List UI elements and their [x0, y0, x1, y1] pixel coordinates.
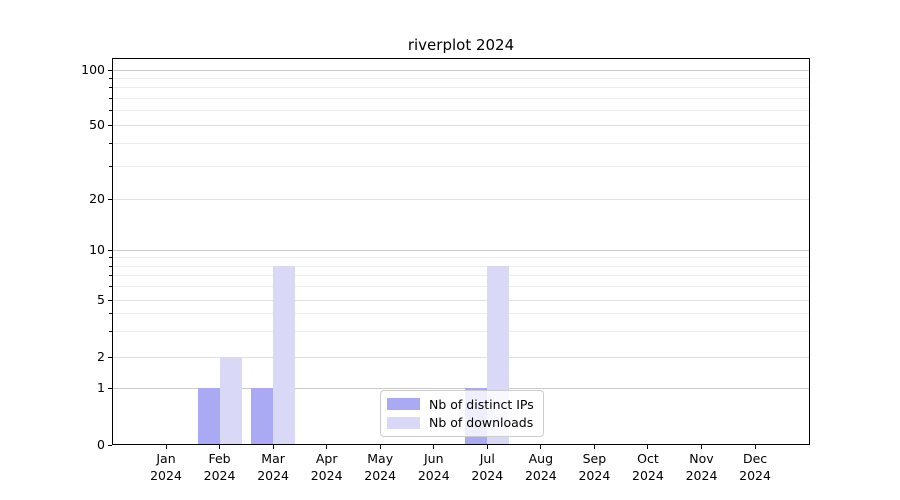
y-minor-tick — [109, 257, 112, 258]
grid-minor-line — [112, 313, 810, 314]
bar-downloads — [219, 357, 242, 445]
legend-swatch-downloads — [387, 416, 420, 429]
x-tick — [701, 445, 702, 449]
y-tick-label: 1 — [97, 380, 105, 395]
grid-minor-line — [112, 87, 810, 88]
legend-item-distinct-ips: Nb of distinct IPs — [387, 397, 537, 412]
x-tick — [379, 445, 381, 449]
x-tick-label: Mar 2024 — [257, 451, 289, 483]
grid-major-line — [112, 199, 810, 200]
x-tick-label: Nov 2024 — [685, 451, 718, 483]
x-tick-label: Aug 2024 — [524, 451, 557, 483]
grid-minor-line — [112, 110, 810, 111]
x-tick-label: Jun 2024 — [417, 451, 450, 483]
x-tick-label: Jan 2024 — [150, 451, 182, 483]
chart-title: riverplot 2024 — [407, 36, 515, 54]
bar-downloads — [273, 266, 296, 445]
x-tick — [647, 445, 649, 449]
plot-area: 0 1 2 5 10 20 50 100 Jan 2024 Feb 2024 Mar 2024 Ap… — [81, 58, 810, 483]
grid-minor-line — [112, 98, 810, 99]
y-tick-label: 5 — [97, 292, 105, 307]
grid-minor-line — [112, 78, 810, 79]
y-tick — [108, 357, 112, 358]
y-tick-label: 0 — [97, 437, 105, 452]
grid-major-line — [112, 250, 810, 251]
grid-major-line — [112, 70, 810, 71]
x-tick-label: May 2024 — [364, 451, 397, 483]
grid-minor-line — [112, 166, 810, 167]
legend-label-distinct-ips: Nb of distinct IPs — [429, 396, 534, 412]
y-minor-tick — [109, 98, 112, 99]
grid-minor-line — [112, 143, 810, 144]
x-tick-label: Dec 2024 — [739, 451, 771, 483]
x-tick — [486, 445, 488, 449]
y-tick-label: 50 — [89, 117, 105, 132]
x-tick-label: Sep 2024 — [578, 451, 611, 483]
bar-distinct-ips — [197, 388, 220, 445]
y-minor-tick — [109, 110, 112, 111]
grid-minor-line — [112, 266, 810, 267]
y-tick-label: 100 — [81, 62, 105, 77]
y-minor-tick — [109, 331, 112, 332]
x-tick — [540, 445, 542, 449]
y-tick — [108, 125, 112, 126]
y-tick — [108, 199, 112, 200]
x-tick — [165, 445, 167, 449]
y-tick — [108, 388, 112, 389]
grid-major-line — [112, 300, 810, 301]
y-tick-label: 2 — [97, 349, 105, 364]
x-tick — [754, 445, 756, 449]
grid-major-line — [112, 125, 810, 126]
x-tick-label: Jul 2024 — [471, 451, 504, 483]
grid-minor-line — [112, 286, 810, 287]
x-tick-label: Oct 2024 — [632, 451, 664, 483]
y-tick-label: 20 — [89, 191, 105, 206]
plot-frame — [112, 58, 810, 445]
y-minor-tick — [109, 286, 112, 287]
y-tick-label: 10 — [89, 242, 105, 257]
grid-minor-line — [112, 257, 810, 258]
bar-distinct-ips — [251, 388, 274, 445]
x-tick — [433, 445, 435, 449]
legend: Nb of distinct IPs Nb of downloads — [380, 390, 544, 437]
legend-label-downloads: Nb of downloads — [429, 415, 534, 431]
grid-minor-line — [112, 275, 810, 276]
y-minor-tick — [109, 78, 112, 79]
x-tick — [219, 445, 221, 449]
y-minor-tick — [109, 166, 112, 167]
x-tick-label: Feb 2024 — [203, 451, 236, 483]
x-tick — [272, 445, 274, 449]
y-minor-tick — [109, 143, 112, 144]
grid-major-line — [112, 357, 810, 358]
y-tick — [108, 250, 112, 251]
y-tick — [108, 70, 112, 71]
y-minor-tick — [109, 266, 112, 267]
y-minor-tick — [109, 87, 112, 88]
legend-swatch-distinct-ips — [387, 398, 420, 411]
y-tick — [108, 300, 112, 301]
x-tick — [326, 445, 328, 449]
grid-major-line — [112, 388, 810, 389]
y-tick — [108, 445, 112, 446]
grid-minor-line — [112, 331, 810, 332]
x-tick-label: Apr 2024 — [310, 451, 343, 483]
y-minor-tick — [109, 275, 112, 276]
x-tick — [593, 445, 595, 449]
legend-item-downloads: Nb of downloads — [387, 415, 537, 430]
y-minor-tick — [109, 313, 112, 314]
